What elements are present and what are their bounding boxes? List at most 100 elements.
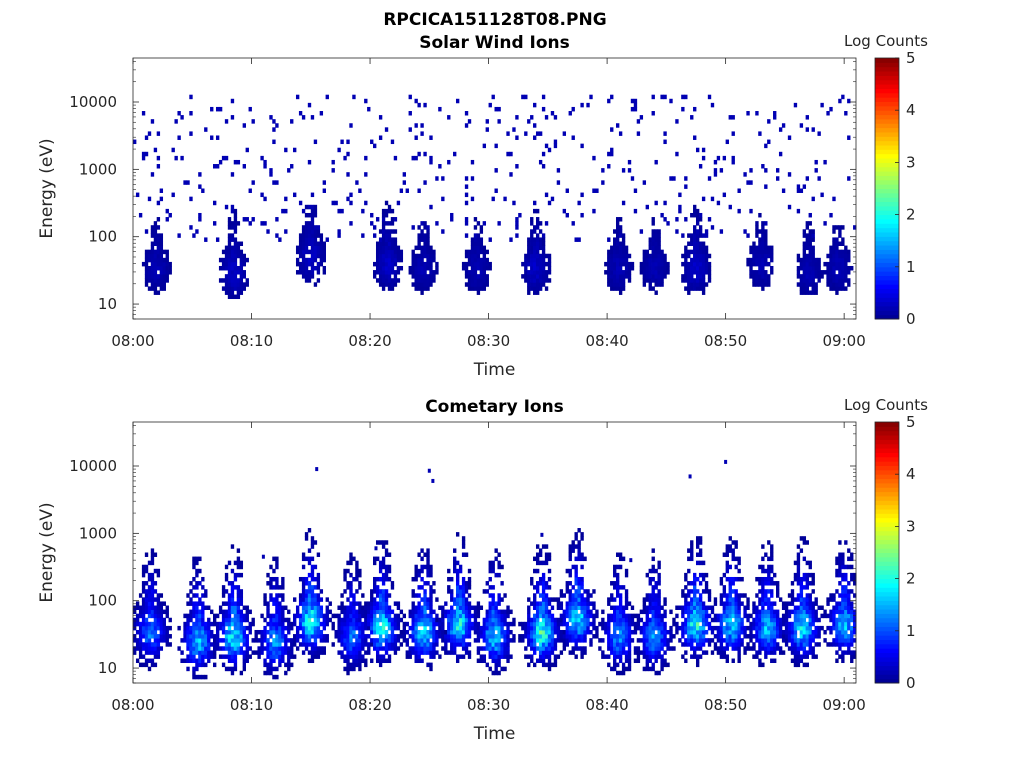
heatmap-cell [648,576,652,582]
heatmap-cell [201,188,205,193]
heatmap-cell [698,212,703,218]
colorbar-segment [875,197,899,203]
heatmap-cell [648,646,652,651]
heatmap-cell [239,560,244,566]
heatmap-cell [133,139,137,145]
heatmap-cell [263,625,267,631]
heatmap-cell [479,282,484,287]
heatmap-cell [367,613,371,619]
heatmap-cell [541,593,546,598]
heatmap-cell [269,564,273,570]
heatmap-cell [310,115,315,120]
heatmap-cell [325,621,329,627]
heatmap-cell [565,589,569,594]
heatmap-cell [420,290,424,295]
heatmap-cell [387,552,392,557]
heatmap-cell [690,233,694,238]
heatmap-cell [615,634,620,639]
heatmap-cell [660,265,664,271]
heatmap-cell [236,282,241,287]
heatmap-cell [423,221,427,226]
heatmap-cell [695,241,700,246]
heatmap-cell [352,556,356,562]
heatmap-cell [470,159,475,165]
heatmap-cell [195,646,199,651]
heatmap-cell [298,601,303,606]
heatmap-cell [248,629,252,635]
heatmap-cell [411,576,415,582]
heatmap-cell [325,638,329,643]
heatmap-cell [758,265,762,271]
heatmap-cell [695,597,700,602]
heatmap-cell [414,274,418,279]
heatmap-cell [559,605,564,610]
heatmap-cell [464,176,469,181]
heatmap-cell [725,621,729,627]
heatmap-cell [298,241,303,246]
heatmap-cell [829,106,833,112]
heatmap-cell [535,581,540,586]
heatmap-cell [764,245,768,251]
heatmap-cell [133,609,137,615]
heatmap-cell [535,638,540,643]
heatmap-cell [547,576,552,582]
heatmap-cell [263,159,267,165]
heatmap-cell [275,625,279,631]
heatmap-cell [441,629,445,635]
heatmap-cell [213,642,217,647]
heatmap-cell [215,237,220,242]
heatmap-cell [592,155,596,161]
heatmap-cell [370,139,374,145]
colorbar-segment [875,140,899,146]
heatmap-cell [642,634,647,639]
heatmap-cell [533,257,537,263]
heatmap-cell [254,638,258,643]
heatmap-cell [233,601,238,606]
heatmap-cell [589,601,593,606]
heatmap-cell [651,564,655,570]
heatmap-cell [518,634,522,639]
heatmap-cell [153,241,158,246]
heatmap-cell [485,638,489,643]
heatmap-cell [707,621,712,627]
heatmap-cell [648,265,652,271]
heatmap-cell [411,613,415,619]
heatmap-cell [467,274,472,279]
heatmap-cell [230,650,235,655]
heatmap-cell [645,261,649,267]
heatmap-cell [470,176,475,181]
heatmap-cell [618,597,623,602]
heatmap-cell [162,249,166,255]
heatmap-cell [832,249,836,255]
heatmap-cell [307,572,312,578]
heatmap-cell [693,621,697,627]
heatmap-cell [245,638,249,643]
heatmap-cell [233,241,238,246]
heatmap-cell [455,621,460,627]
heatmap-cell [755,229,759,234]
heatmap-cell [571,605,575,610]
heatmap-cell [728,613,732,619]
heatmap-cell [530,115,534,120]
heatmap-cell [346,605,350,610]
heatmap-cell [153,568,158,574]
heatmap-cell [287,168,291,173]
heatmap-cell [687,589,691,594]
heatmap-cell [589,629,593,635]
heatmap-cell [464,634,469,639]
heatmap-cell [687,253,691,259]
heatmap-cell [618,225,623,230]
heatmap-cell [361,593,365,598]
heatmap-cell [408,111,412,116]
heatmap-cell [527,270,531,275]
heatmap-cell [150,581,155,586]
heatmap-cell [346,196,350,202]
heatmap-cell [396,625,401,631]
heatmap-cell [384,601,389,606]
heatmap-cell [227,249,232,255]
heatmap-cell [213,650,217,655]
heatmap-cell [438,621,442,627]
heatmap-cell [764,253,768,259]
heatmap-cell [796,257,801,263]
heatmap-cell [215,629,220,635]
